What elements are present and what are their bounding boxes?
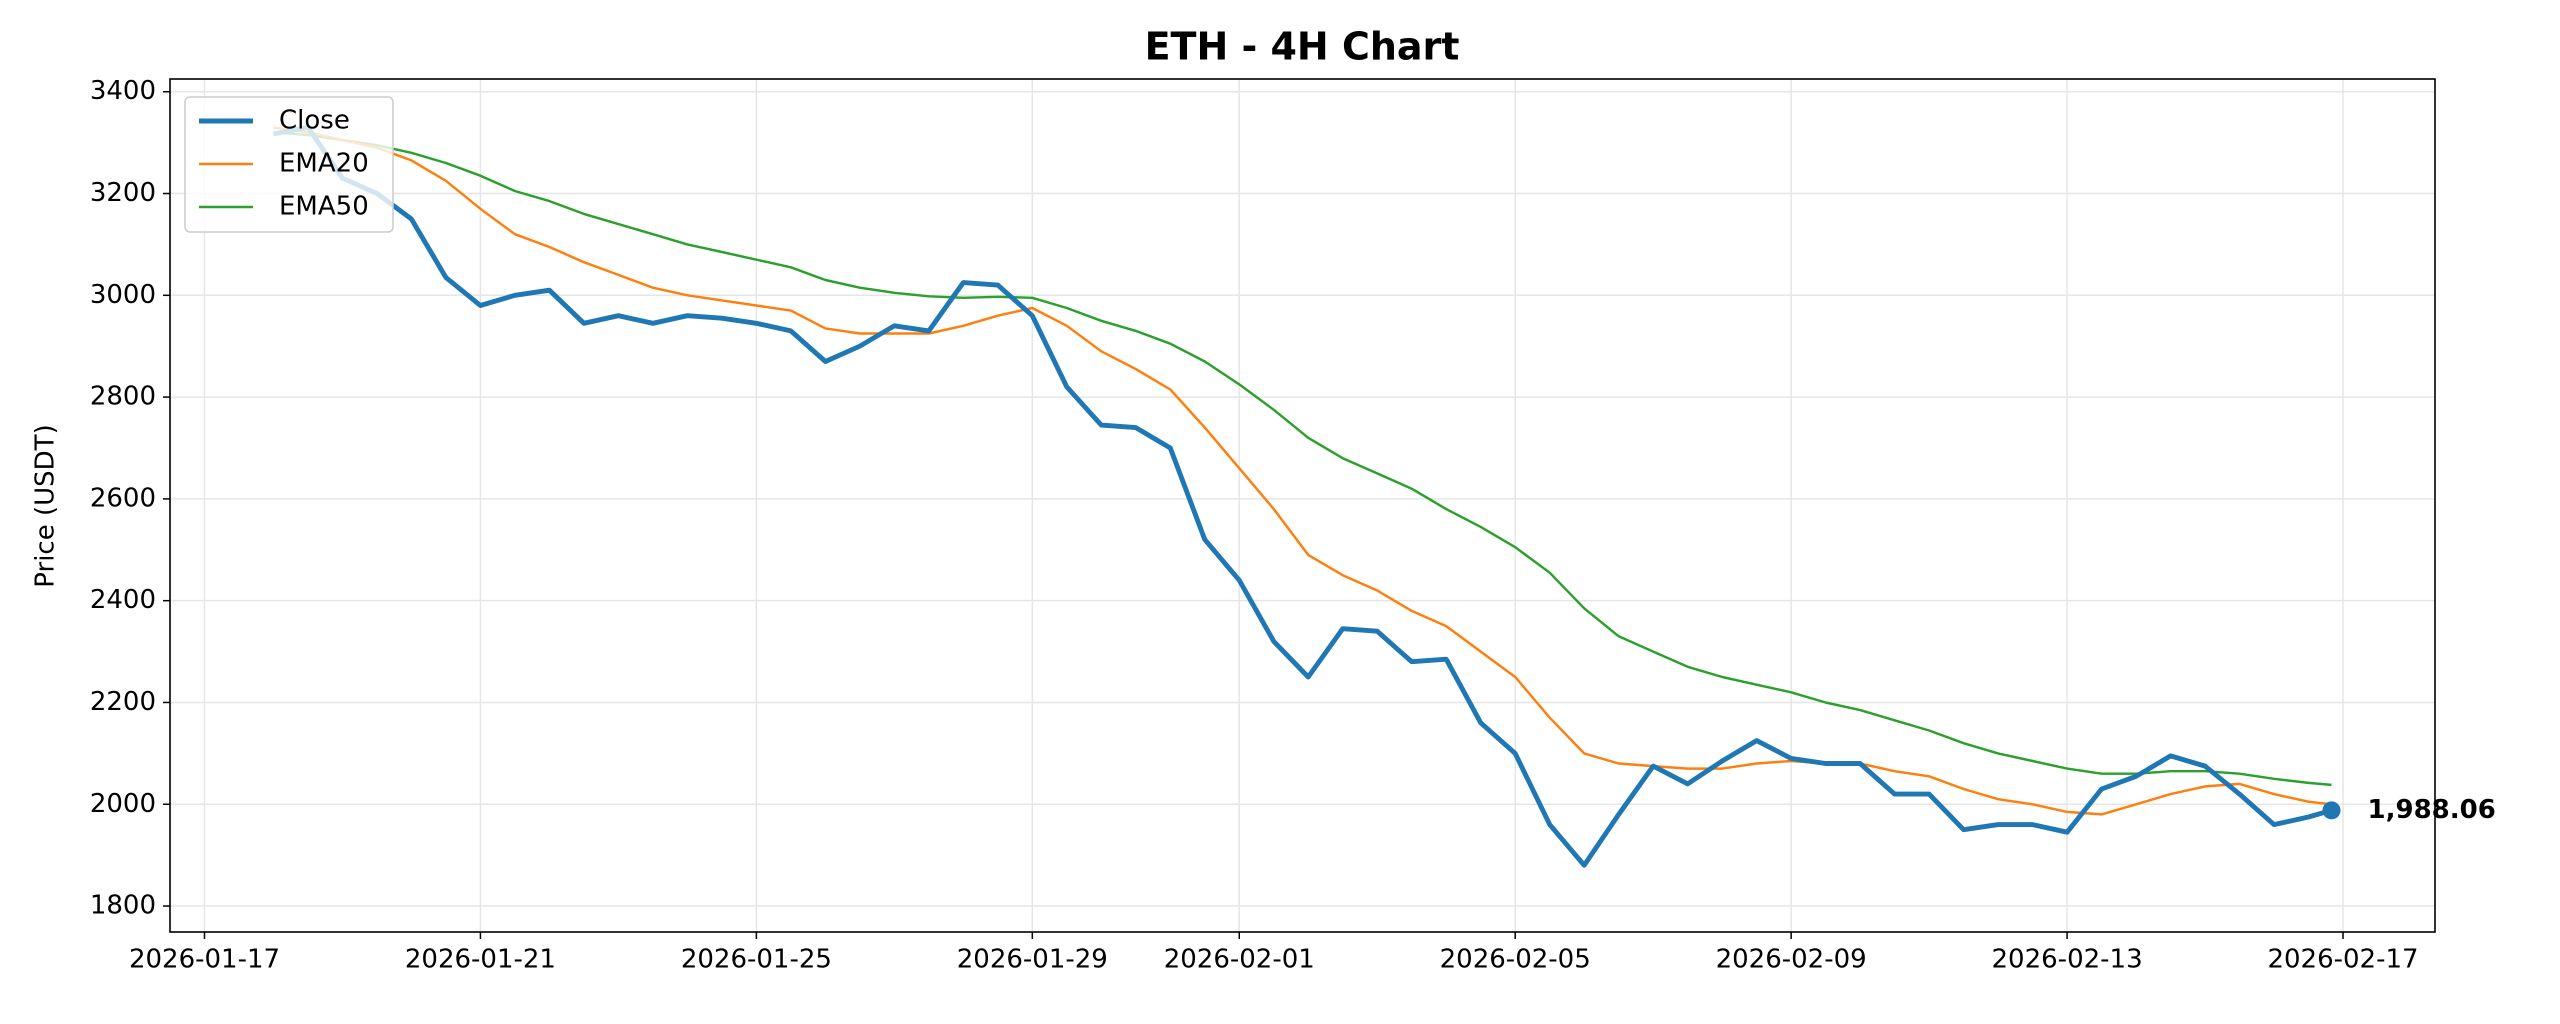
y-tick-label: 3200 [90,178,156,208]
y-tick-label: 2800 [90,382,156,412]
legend-label: Close [279,106,350,136]
legend-label: EMA20 [279,149,369,179]
y-tick-label: 3000 [90,280,156,310]
y-tick-label: 2400 [90,585,156,615]
y-tick-label: 1800 [90,891,156,921]
x-tick-label: 2026-02-17 [2267,945,2418,975]
y-tick-label: 2600 [90,483,156,513]
line-2 [273,131,2332,787]
plot-frame [169,78,2436,933]
x-tick-label: 2026-02-05 [1440,945,1591,975]
last-point [2322,801,2341,820]
legend: Close EMA20 EMA50 [184,96,394,233]
line-0 [273,124,2333,868]
y-tick-label: 2200 [90,687,156,717]
x-tick-label: 2026-02-01 [1164,945,1315,975]
y-tick-label: 3400 [90,76,156,106]
x-tick-label: 2026-01-29 [957,945,1108,975]
x-tick-label: 2026-01-25 [681,945,832,975]
y-tick-label: 2000 [90,789,156,819]
y-axis-label: Price (USDT) [31,424,61,587]
x-tick-label: 2026-02-13 [1992,945,2143,975]
line-1 [273,126,2332,816]
legend-label: EMA50 [279,192,369,222]
x-tick-label: 2026-01-21 [405,945,556,975]
value-label: 1,988.06 [2368,795,2496,825]
x-tick-label: 2026-02-09 [1716,945,1867,975]
chart-title: ETH - 4H Chart [1145,25,1460,69]
x-tick-label: 2026-01-17 [129,945,280,975]
legend-box [184,96,394,233]
